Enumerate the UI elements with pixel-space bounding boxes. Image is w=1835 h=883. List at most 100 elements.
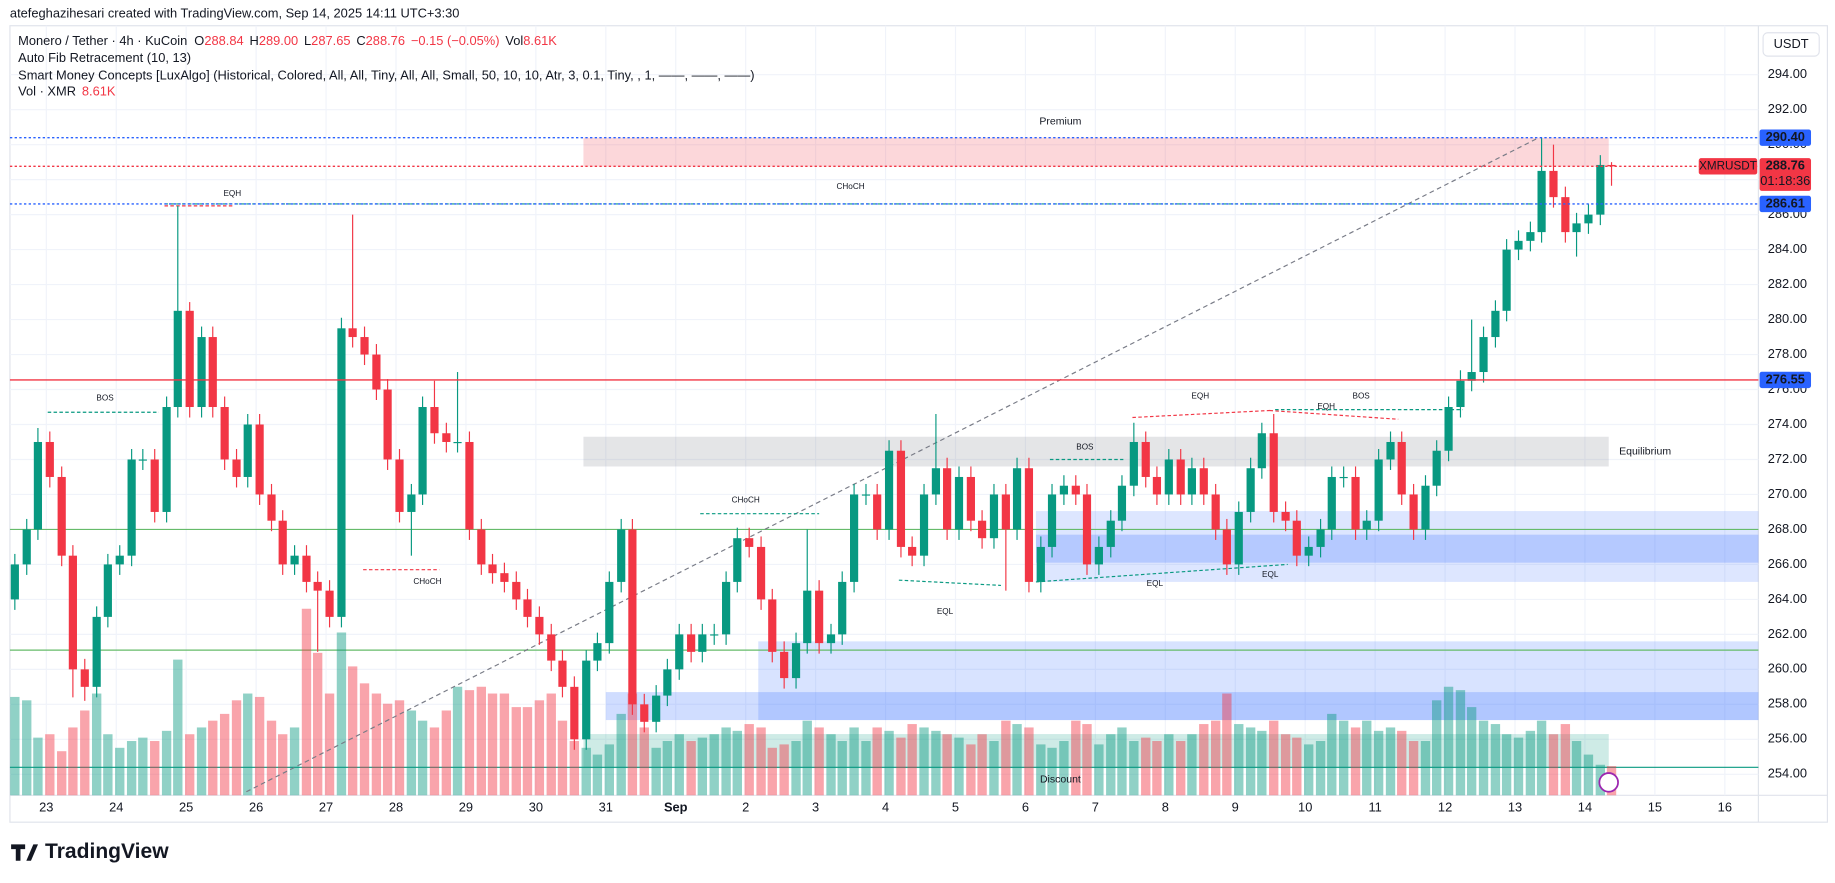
volume-bar (1315, 741, 1326, 796)
ticker: XMRUSDT (1699, 159, 1757, 172)
candle-body (1596, 164, 1605, 215)
volume-bar (68, 727, 78, 796)
volume-bar (627, 693, 638, 796)
volume-bar (1292, 737, 1302, 796)
volume-bar (907, 724, 917, 796)
candle-body (628, 529, 637, 705)
volume-bar (429, 727, 440, 796)
candle-body (733, 538, 742, 582)
volume-bar (1513, 737, 1524, 796)
x-tick-label: 3 (812, 800, 819, 815)
volume-bar (849, 727, 859, 796)
candle-body (605, 581, 614, 644)
volume-bar (1536, 720, 1547, 796)
annotation: Premium (1039, 116, 1081, 128)
candle-body (372, 354, 381, 390)
price-tag (1759, 129, 1812, 146)
candle-body (255, 424, 264, 495)
candle-body (884, 450, 894, 530)
candle-body (477, 529, 486, 565)
volume-bar (616, 713, 626, 796)
volume-bar (138, 737, 148, 796)
volume-bar (1210, 720, 1221, 796)
volume-bar (522, 707, 533, 796)
volume-bar (1583, 754, 1594, 796)
candle-body (1549, 170, 1558, 198)
candle-body (1234, 511, 1243, 565)
price-tag-label: 286.61 (1766, 195, 1805, 210)
volume-bar (464, 690, 475, 796)
candle-body (1176, 459, 1185, 495)
volume-bar (266, 720, 277, 796)
volume-bar (1001, 720, 1011, 796)
volume-bar (208, 720, 218, 796)
candle-body (1339, 476, 1348, 479)
volume-bar (278, 734, 288, 796)
ohlc-value: 288.76 (366, 33, 405, 48)
volume-bar (185, 734, 195, 796)
x-tick-label: 30 (529, 800, 543, 815)
volume-bar (347, 666, 358, 796)
volume-bar (1199, 724, 1209, 796)
candle-body (954, 476, 964, 530)
candle-body (10, 564, 19, 600)
y-tick-label: 256.00 (1768, 731, 1807, 746)
volume-bar (173, 659, 183, 796)
volume-bar (219, 713, 230, 796)
x-tick-label: 11 (1368, 800, 1381, 815)
candle-body (896, 450, 906, 547)
candle-body (593, 643, 602, 661)
ohlc-value: 287.65 (311, 33, 350, 48)
x-tick-label: 7 (1092, 800, 1099, 815)
volume-bar (1047, 747, 1057, 796)
candle-body (1012, 468, 1022, 530)
volume-bar (80, 710, 90, 796)
volume-bar (324, 693, 335, 796)
candle-body (267, 494, 276, 521)
volume-bar (826, 734, 836, 796)
zone (583, 137, 1609, 167)
candle-body (138, 459, 147, 461)
x-tick-label: 6 (1022, 800, 1029, 815)
volume-bar (511, 707, 521, 796)
annotation: BOS (1353, 392, 1371, 401)
x-tick-label: 27 (319, 800, 333, 815)
candle-body (815, 590, 824, 644)
candle-body (652, 695, 661, 722)
currency-button[interactable] (1762, 32, 1820, 57)
candle-body (57, 476, 66, 556)
candle-body (873, 494, 882, 530)
volume-bar (243, 693, 253, 796)
volume-bar (1106, 734, 1116, 796)
x-tick-label: 25 (179, 800, 193, 815)
annotation: CHoCH (837, 182, 865, 191)
volume-bar (919, 727, 929, 796)
volume-bar (534, 700, 545, 796)
y-tick-label: 278.00 (1768, 346, 1807, 361)
candle-body (756, 546, 766, 600)
volume-bar (336, 632, 347, 796)
plot: EQH CHoCH BOS CHoCH CHoCH EQL BOS EQH EQH BOS EQL E… (9, 25, 1759, 796)
candle-body (383, 389, 392, 460)
volume-bar (126, 741, 137, 796)
candle-body (675, 634, 684, 670)
volume-bar (406, 710, 417, 796)
price-tag-label: 276.55 (1766, 371, 1805, 386)
volume-bar (150, 741, 160, 796)
candle-body (232, 459, 241, 477)
candle-body (931, 468, 941, 495)
candle-body (488, 564, 497, 574)
currency[interactable]: USDT (1774, 36, 1809, 51)
candle-body (1281, 511, 1290, 521)
volume-bar (1373, 730, 1384, 796)
structure-line (1035, 563, 1288, 583)
zone (1035, 534, 1759, 563)
candle-body (302, 555, 311, 582)
volume-bar (33, 737, 43, 796)
x-tick-label: 8 (1162, 800, 1169, 815)
candle-body (1036, 546, 1045, 582)
volume-bar (1490, 724, 1501, 796)
structure-line (898, 579, 1001, 586)
volume-bar (1397, 730, 1407, 796)
candle-body (395, 459, 404, 512)
